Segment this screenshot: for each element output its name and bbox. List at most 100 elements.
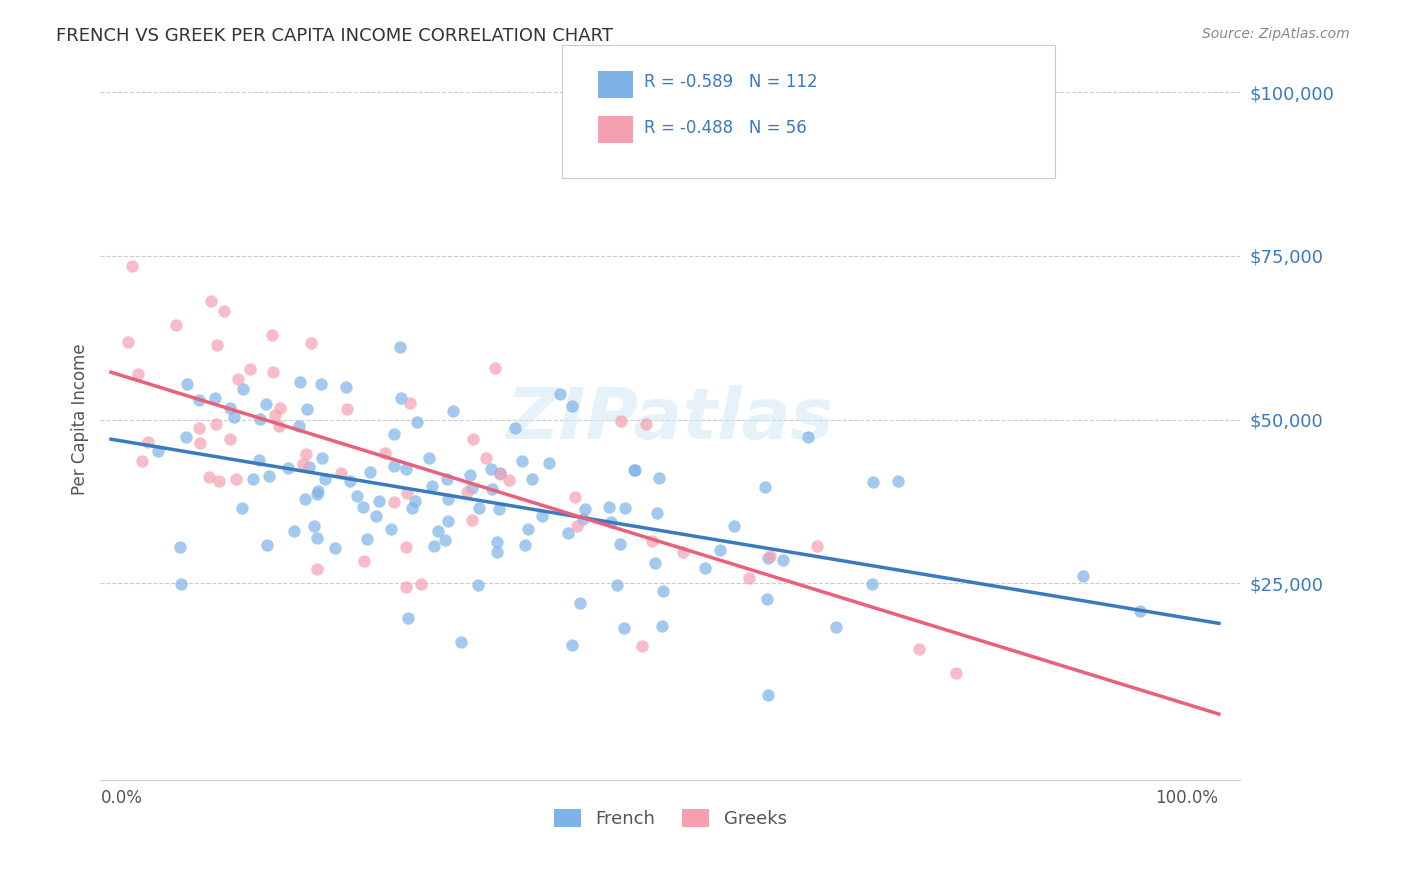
Point xyxy=(127,367,149,381)
Point xyxy=(574,502,596,516)
Point xyxy=(565,518,588,533)
Point xyxy=(418,451,440,466)
Point xyxy=(212,304,235,318)
Point xyxy=(614,501,637,516)
Point xyxy=(426,524,449,538)
Point xyxy=(198,470,221,484)
Point xyxy=(395,540,418,554)
Point xyxy=(231,500,253,515)
Point xyxy=(404,493,426,508)
Point xyxy=(239,362,262,376)
Point xyxy=(346,490,368,504)
Point xyxy=(550,386,572,401)
Point xyxy=(339,475,361,489)
Point xyxy=(396,485,419,500)
Point xyxy=(636,417,658,432)
Point xyxy=(512,454,534,468)
Point xyxy=(481,482,503,496)
Point xyxy=(288,419,311,434)
Point xyxy=(467,578,489,592)
Point xyxy=(489,467,512,481)
Point xyxy=(262,365,284,379)
Point xyxy=(188,421,211,435)
Point xyxy=(307,562,329,576)
Point xyxy=(568,596,591,610)
Point xyxy=(458,468,481,483)
Point xyxy=(738,571,761,585)
Text: ZIPatlas: ZIPatlas xyxy=(506,385,834,454)
Point xyxy=(623,462,645,476)
Point xyxy=(498,474,520,488)
Point xyxy=(205,338,228,352)
Point xyxy=(247,453,270,467)
Point xyxy=(396,610,419,624)
Point xyxy=(307,486,329,500)
Point xyxy=(461,513,484,527)
Point xyxy=(907,641,929,656)
Point xyxy=(380,522,402,536)
Point xyxy=(411,577,433,591)
Point xyxy=(188,393,211,408)
Point xyxy=(382,458,405,473)
Point xyxy=(335,380,357,394)
Y-axis label: Per Capita Income: Per Capita Income xyxy=(72,343,89,495)
Point xyxy=(200,294,222,309)
Point xyxy=(259,469,281,483)
Point xyxy=(709,543,731,558)
Point xyxy=(208,474,231,488)
Point xyxy=(269,401,291,416)
Point xyxy=(564,490,586,504)
Point xyxy=(205,417,228,431)
Point xyxy=(420,479,443,493)
Point xyxy=(806,539,828,553)
Point xyxy=(406,415,429,429)
Point xyxy=(520,473,543,487)
Point xyxy=(309,377,332,392)
Point xyxy=(263,409,285,423)
Point xyxy=(945,665,967,680)
Legend: French, Greeks: French, Greeks xyxy=(547,802,794,836)
Point xyxy=(651,583,673,598)
Point xyxy=(754,480,776,494)
Point xyxy=(648,471,671,485)
Point xyxy=(441,404,464,418)
Point xyxy=(307,484,329,499)
Point xyxy=(557,525,579,540)
Point xyxy=(609,537,631,551)
Point xyxy=(610,414,633,428)
Point xyxy=(484,361,506,376)
Point xyxy=(169,541,191,555)
Point xyxy=(613,621,636,635)
Point xyxy=(311,451,333,466)
Point xyxy=(456,485,478,500)
Point xyxy=(772,552,794,566)
Point xyxy=(395,580,418,594)
Point xyxy=(262,327,284,342)
Point xyxy=(645,507,668,521)
Point xyxy=(136,434,159,449)
Point xyxy=(606,577,628,591)
Point xyxy=(395,462,418,476)
Point xyxy=(485,535,508,549)
Point xyxy=(204,391,226,405)
Text: R = -0.488   N = 56: R = -0.488 N = 56 xyxy=(644,119,807,136)
Point xyxy=(756,551,779,566)
Point xyxy=(389,340,412,354)
Point xyxy=(176,377,198,392)
Point xyxy=(219,401,242,415)
Point xyxy=(359,465,381,479)
Point xyxy=(267,419,290,434)
Point xyxy=(174,430,197,444)
Point xyxy=(693,560,716,574)
Point xyxy=(249,412,271,426)
Point xyxy=(571,512,593,526)
Point xyxy=(450,635,472,649)
Point xyxy=(366,508,388,523)
Point xyxy=(336,401,359,416)
Point xyxy=(651,619,673,633)
Point xyxy=(228,372,250,386)
Point xyxy=(561,399,583,413)
Point xyxy=(305,531,328,545)
Text: FRENCH VS GREEK PER CAPITA INCOME CORRELATION CHART: FRENCH VS GREEK PER CAPITA INCOME CORREL… xyxy=(56,27,613,45)
Point xyxy=(242,472,264,486)
